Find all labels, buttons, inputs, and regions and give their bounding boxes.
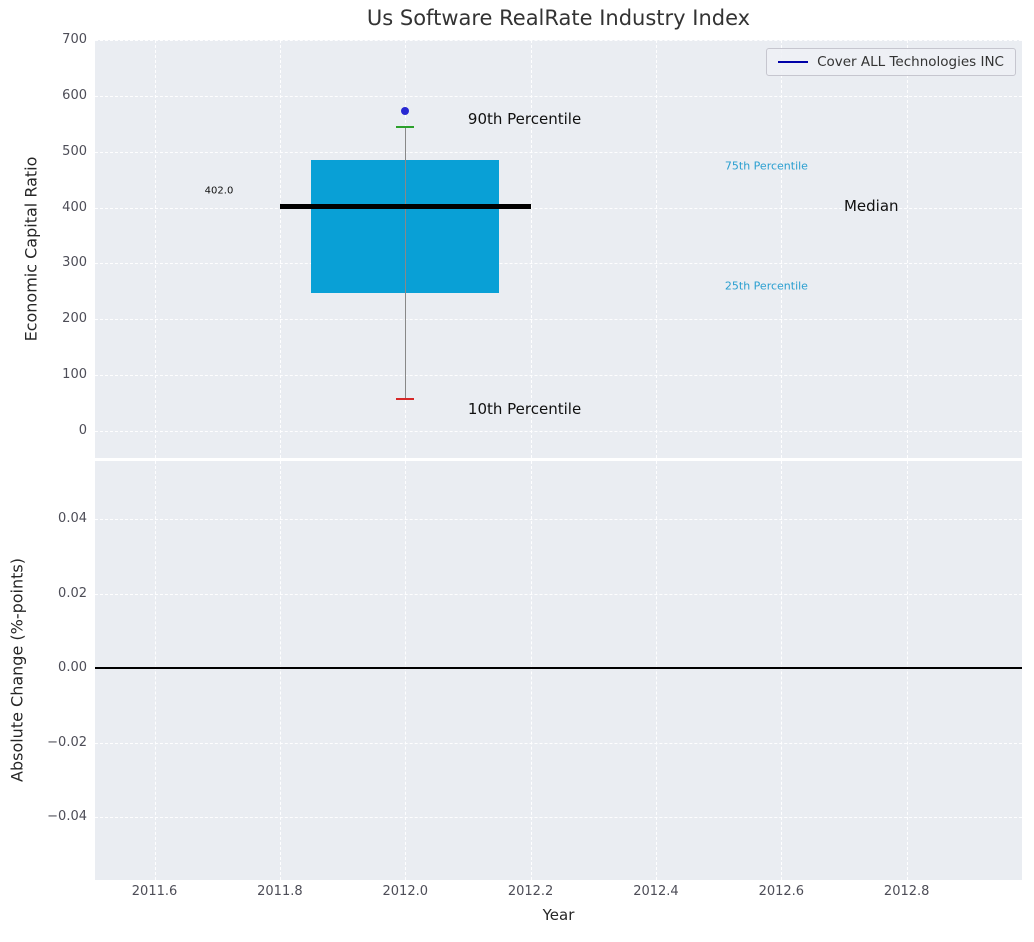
median-line	[279, 203, 531, 209]
gridline	[95, 207, 1022, 209]
gridline	[279, 461, 281, 880]
legend-line-swatch	[778, 61, 809, 63]
gridline	[95, 742, 1022, 744]
gridline	[906, 461, 908, 880]
y-tick-label: −0.04	[47, 809, 87, 825]
whisker-cap-10th	[396, 398, 415, 401]
gridline	[95, 95, 1022, 97]
gridline	[655, 461, 657, 880]
y-tick-label: 0.00	[58, 660, 87, 676]
x-axis-label: Year	[542, 906, 575, 924]
annotation-median: Median	[843, 197, 899, 216]
y-tick-label: −0.02	[47, 734, 87, 750]
gridline	[655, 40, 657, 458]
gridline	[781, 40, 783, 458]
gridline	[95, 375, 1022, 377]
y-tick-label: 300	[62, 255, 87, 271]
x-tick-label: 2012.4	[633, 884, 679, 899]
x-tick-label: 2011.8	[257, 884, 303, 899]
y-tick-label: 700	[62, 32, 87, 47]
gridline	[95, 817, 1022, 819]
x-tick-label: 2011.6	[131, 884, 178, 899]
annotation-402-0: 402.0	[204, 185, 234, 197]
y-tick-label: 600	[62, 87, 87, 103]
x-tick-label: 2012.2	[507, 884, 554, 899]
gridline	[906, 40, 908, 458]
y-tick-label: 0.02	[58, 585, 87, 601]
annotation-90th-percentile: 90th Percentile	[467, 110, 582, 129]
y-tick-label: 500	[62, 143, 87, 159]
gridline	[154, 461, 156, 880]
annotation-25th-percentile: 25th Percentile	[724, 279, 808, 293]
annotation-75th-percentile: 75th Percentile	[724, 159, 808, 173]
gridline	[279, 40, 281, 458]
gridline	[530, 40, 532, 458]
gridline	[95, 319, 1022, 321]
gridline	[530, 461, 532, 880]
x-tick-label: 2012.6	[758, 884, 805, 899]
bottom-axes	[95, 461, 1022, 880]
gridline	[95, 40, 1022, 41]
gridline	[154, 40, 156, 458]
top-axes: Cover ALL Technologies INC 90th Percenti…	[95, 40, 1022, 458]
gridline	[95, 431, 1022, 433]
gridline	[95, 519, 1022, 521]
whisker-cap-90th	[396, 125, 415, 128]
legend: Cover ALL Technologies INC	[766, 48, 1016, 76]
zero-line	[95, 667, 1022, 669]
legend-label: Cover ALL Technologies INC	[817, 54, 1004, 70]
gridline	[405, 461, 407, 880]
y-tick-label: 0.04	[58, 511, 87, 527]
gridline	[95, 263, 1022, 265]
y-tick-label: 200	[62, 311, 87, 327]
annotation-10th-percentile: 10th Percentile	[467, 399, 582, 418]
y-tick-label: 0	[78, 423, 87, 439]
gridline	[95, 593, 1022, 595]
x-tick-label: 2012.8	[883, 884, 930, 899]
x-tick-label: 2012.0	[382, 884, 429, 899]
gridline	[95, 151, 1022, 153]
y-tick-label: 100	[62, 367, 87, 383]
chart-title: Us Software RealRate Industry Index	[366, 6, 751, 30]
company-marker	[401, 106, 410, 115]
gridline	[781, 461, 783, 880]
y-tick-label: 400	[62, 199, 87, 215]
whisker-line	[404, 126, 406, 400]
